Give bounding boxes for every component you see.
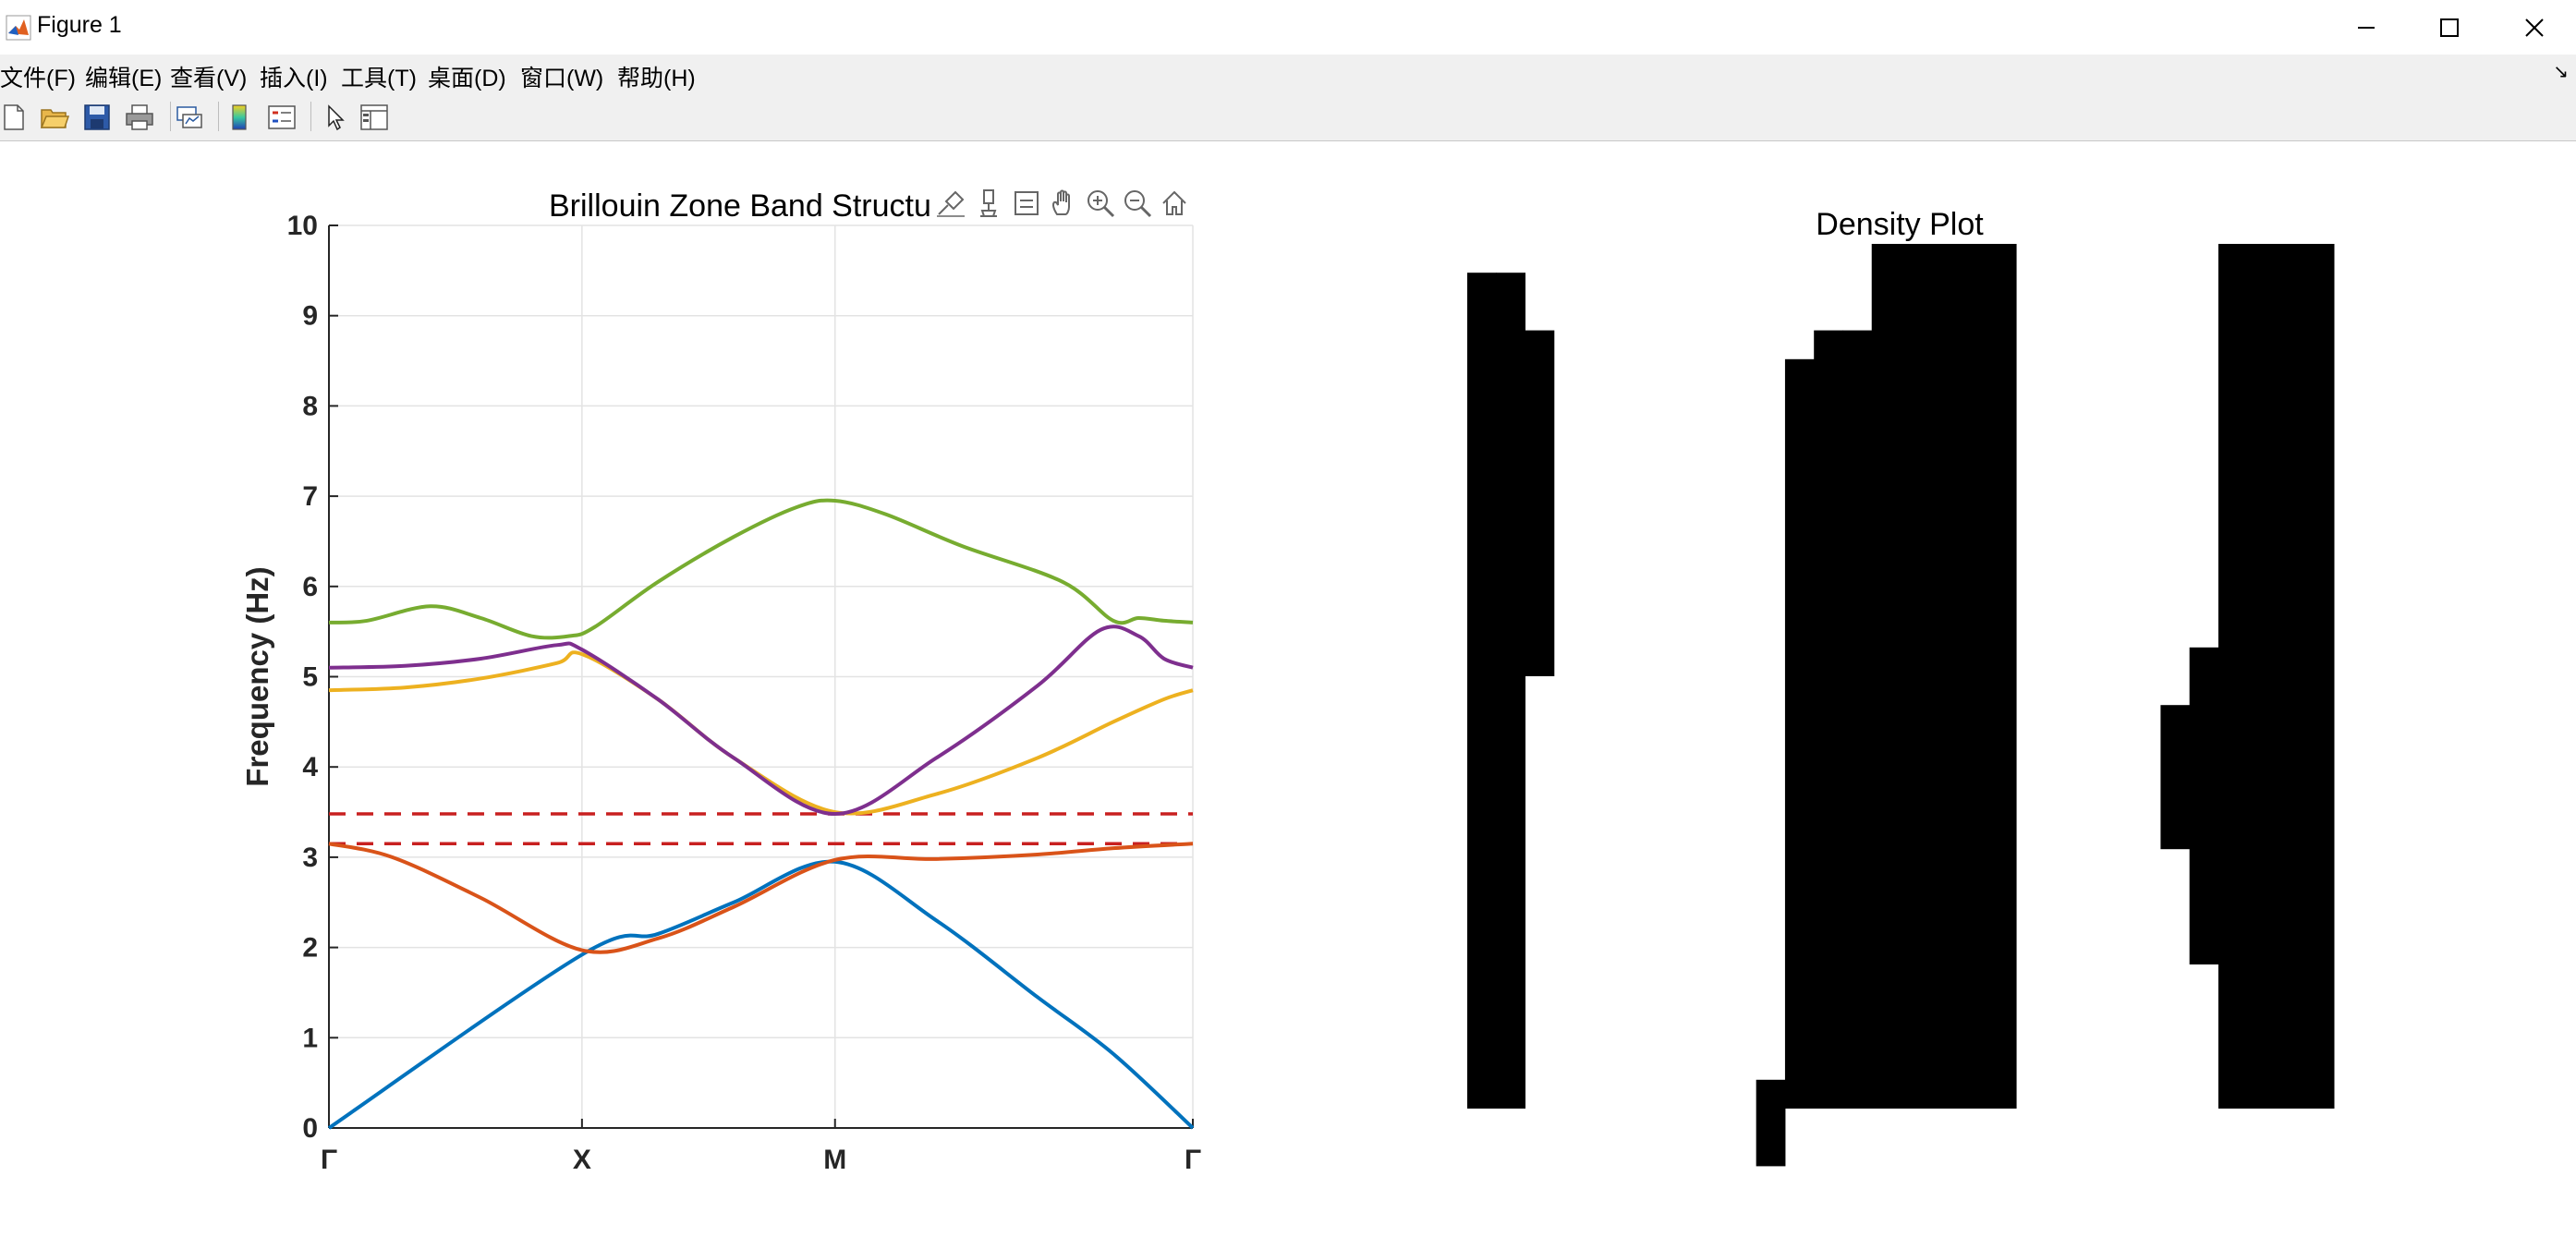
data-tips-icon[interactable] [972, 185, 1007, 222]
edit-plot-icon[interactable] [318, 100, 353, 135]
density-cell-block [1814, 330, 1843, 1110]
zoom-in-icon[interactable] [1083, 185, 1118, 222]
expand-toolbar-icon[interactable]: ↘ [2553, 62, 2569, 82]
new-figure-icon[interactable] [0, 100, 31, 135]
x-tick-label: Γ [321, 1145, 337, 1175]
menu-window[interactable]: 窗口(W) [520, 66, 604, 91]
density-cell-block [2160, 705, 2191, 850]
density-cell-block [1525, 330, 1555, 676]
y-tick-label: 2 [302, 933, 318, 964]
density-cell-block [2276, 244, 2306, 1109]
band-series-line [327, 859, 1195, 1130]
window-title: Figure 1 [37, 12, 122, 38]
toolbar-separator [170, 102, 171, 131]
density-cell-block [1958, 244, 1988, 1109]
zoom-out-icon[interactable] [1120, 185, 1155, 222]
density-cell-block [2218, 244, 2248, 1109]
density-cell-block [1987, 244, 2017, 1109]
density-cell-block [1784, 358, 1815, 1109]
density-cell-block [1929, 244, 1960, 1109]
colorbar-icon[interactable] [222, 100, 257, 135]
y-tick-label: 9 [302, 301, 318, 332]
density-cell-block [1842, 330, 1873, 1110]
y-tick-label: 3 [302, 843, 318, 873]
pan-icon[interactable] [1046, 185, 1081, 222]
band-series-line [328, 842, 1194, 954]
density-cell-block [2247, 244, 2277, 1109]
y-tick-label: 5 [302, 662, 318, 693]
x-tick-label: Γ [1185, 1145, 1201, 1175]
density-cell-block [1496, 273, 1526, 1109]
density-cell-block [2304, 244, 2335, 1109]
y-tick-label: 10 [287, 211, 318, 241]
menu-bar: 文件(F) 编辑(E) 查看(V) 插入(I) 工具(T) 桌面(D) 窗口(W… [0, 55, 2576, 92]
toolbar-separator [310, 102, 311, 131]
x-tick-label: X [573, 1145, 591, 1175]
axes-toolbar [933, 185, 1201, 222]
density-plot-axes: Density Plot [1467, 207, 2335, 1167]
figure-toolbar [0, 92, 2576, 141]
menu-desktop[interactable]: 桌面(D) [428, 66, 506, 91]
y-tick-label: 8 [302, 391, 318, 421]
minimize-button[interactable] [2325, 0, 2408, 55]
band-plot-title: Brillouin Zone Band Structure [549, 188, 959, 224]
maximize-button[interactable] [2408, 0, 2491, 55]
y-tick-label: 7 [302, 481, 318, 512]
property-inspector-icon[interactable] [357, 100, 392, 135]
home-icon[interactable] [1157, 185, 1192, 222]
toolbar-separator [218, 102, 219, 131]
band-structure-axes: 0 1 2 3 4 5 6 7 8 9 10 Γ X M Γ Brillouin Zone Band Stru… [240, 183, 1201, 1175]
figure-canvas: 0 1 2 3 4 5 6 7 8 9 10 Γ X M Γ Brillouin Zone Band Stru… [240, 183, 2335, 1175]
y-axis-label: Frequency (Hz) [240, 566, 274, 786]
band-series-line [328, 498, 1194, 640]
density-cell-block [2189, 647, 2219, 964]
open-file-icon[interactable] [37, 100, 72, 135]
band-series-line [328, 624, 1194, 817]
save-icon[interactable] [79, 100, 115, 135]
density-cell-block [1467, 273, 1497, 1109]
y-tick-label: 6 [302, 572, 318, 602]
restore-view-icon[interactable] [1009, 185, 1044, 222]
print-icon[interactable] [122, 100, 157, 135]
window-title-bar: Figure 1 [0, 0, 2576, 55]
density-cell-block [1871, 244, 1902, 1109]
menu-view[interactable]: 查看(V) [170, 66, 248, 91]
close-button[interactable] [2493, 0, 2576, 55]
menu-file[interactable]: 文件(F) [0, 66, 76, 91]
density-cell-block [1901, 244, 1930, 1109]
y-tick-label: 4 [302, 752, 318, 782]
menu-insert[interactable]: 插入(I) [260, 66, 328, 91]
link-plot-icon[interactable] [172, 100, 207, 135]
menu-help[interactable]: 帮助(H) [617, 66, 696, 91]
close-icon [2525, 18, 2544, 37]
density-plot-title: Density Plot [1816, 207, 1984, 242]
y-tick-label: 0 [302, 1113, 318, 1144]
legend-icon[interactable] [264, 100, 299, 135]
matlab-logo-icon [6, 15, 31, 41]
x-tick-label: M [823, 1145, 846, 1175]
y-tick-label: 1 [302, 1023, 318, 1053]
density-cell-block [1756, 1079, 1786, 1167]
menu-tools[interactable]: 工具(T) [341, 66, 417, 91]
maximize-icon [2440, 18, 2459, 37]
menu-edit[interactable]: 编辑(E) [85, 66, 163, 91]
brush-data-icon[interactable] [933, 185, 968, 222]
minimize-icon [2358, 26, 2375, 29]
axes-toolbar-background [933, 183, 1201, 224]
